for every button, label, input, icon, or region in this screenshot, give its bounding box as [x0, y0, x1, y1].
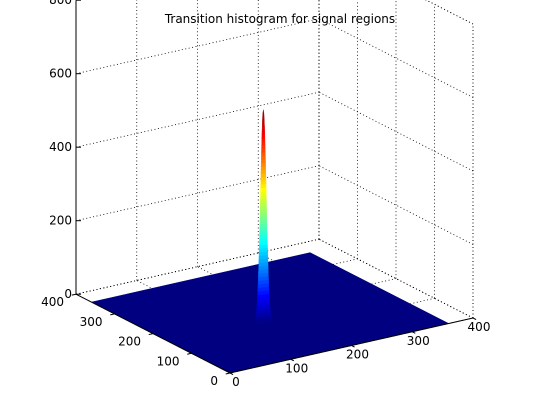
- grid-line-z-right: [318, 91, 474, 172]
- x-tick-mark: [290, 358, 295, 362]
- surface-peak-slice: [261, 144, 266, 150]
- surface-peak-slice: [261, 123, 265, 128]
- x-tick-mark: [229, 372, 234, 376]
- surface-peak-slice: [261, 137, 266, 143]
- grid-line-z-right: [318, 238, 474, 319]
- surface-peak-slice: [261, 134, 266, 139]
- y-tick-mark: [148, 333, 154, 336]
- chart-title: Transition histogram for signal regions: [164, 12, 395, 26]
- surface-peak-slice: [262, 116, 265, 121]
- grid-line-z-right: [425, 0, 474, 25]
- surface-peak-slice: [261, 127, 265, 132]
- surface-mesh: [90, 109, 450, 374]
- surface-peak-slice: [261, 151, 266, 157]
- x-tick-label: 0: [232, 375, 240, 389]
- x-tick-mark: [412, 331, 416, 334]
- grid-line-z-right: [318, 18, 474, 98]
- y-tick-mark: [225, 372, 231, 375]
- surface-peak-slice: [261, 148, 266, 153]
- z-tick-label: 200: [49, 214, 72, 228]
- y-tick-mark: [71, 293, 77, 296]
- surface-peak-slice: [260, 158, 266, 164]
- surface-peak: [254, 109, 273, 325]
- surface-peak-slice: [261, 141, 266, 146]
- surface-peak-slice: [262, 109, 265, 114]
- y-tick-label: 400: [41, 295, 64, 309]
- y-tick-label: 200: [118, 335, 141, 349]
- z-tick-label: 800: [49, 0, 72, 7]
- x-tick-label: 300: [407, 334, 430, 348]
- x-tick-mark: [472, 317, 477, 321]
- y-tick-mark: [110, 313, 115, 316]
- x-tick-label: 100: [285, 361, 308, 375]
- y-tick-label: 100: [157, 354, 180, 368]
- grid-line-z-right: [318, 165, 474, 245]
- z-tick-label: 600: [49, 67, 72, 81]
- x-tick-label: 200: [346, 348, 369, 362]
- surface-peak-slice: [261, 130, 266, 135]
- y-tick-mark: [187, 352, 192, 355]
- z-tick-label: 400: [49, 140, 72, 154]
- x-tick-label: 400: [468, 320, 491, 334]
- x-tick-mark: [351, 345, 355, 348]
- y-tick-label: 0: [210, 374, 218, 388]
- surface-peak-slice: [262, 119, 265, 125]
- surface-peak-slice: [262, 112, 265, 118]
- y-tick-label: 300: [80, 315, 103, 329]
- z-tick-label: 0: [64, 287, 72, 301]
